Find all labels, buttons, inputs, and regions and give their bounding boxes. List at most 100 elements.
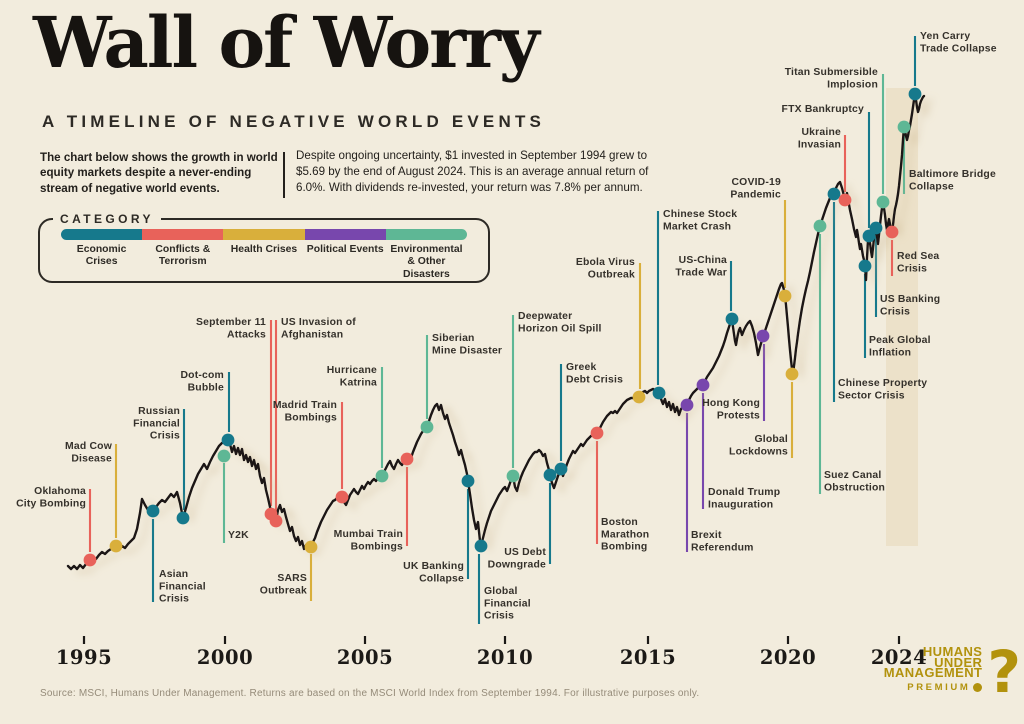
event-label-hong-kong-protests: Hong Kong Protests [702, 398, 760, 421]
legend-label-economic: Economic Crises [76, 244, 127, 268]
event-label-us-banking-crisis: US Banking Crisis [880, 294, 940, 317]
event-dot-us-debt-downgrade [543, 468, 557, 482]
event-dot-chinese-stock-market-crash [652, 386, 666, 400]
event-label-deepwater-horizon-oil-spill: Deepwater Horizon Oil Spill [518, 311, 602, 334]
event-dot-uk-banking-collapse [461, 474, 475, 488]
intro-left-text: The chart below shows the growth in worl… [40, 151, 278, 195]
event-dot-dot-com-bubble [221, 433, 235, 447]
source-note: Source: MSCI, Humans Under Management. R… [40, 688, 700, 699]
event-us-invasion-of-afghanistan: US Invasion of Afghanistan [269, 317, 356, 528]
event-label-russian-financial-crisis: Russian Financial Crisis [133, 406, 180, 442]
event-dot-us-banking-crisis [869, 221, 883, 235]
legend-label-environment: Environmental & Other Disasters [390, 244, 463, 280]
event-dot-baltimore-bridge-collapse [897, 120, 911, 134]
year-label: 2000 [197, 646, 253, 669]
legend-title: CATEGORY [60, 212, 154, 226]
event-label-oklahoma-city-bombing: Oklahoma City Bombing [16, 486, 86, 509]
event-y2k: Y2K [217, 449, 249, 541]
legend-label-health: Health Crises [230, 244, 298, 255]
event-label-chinese-property-sector-crisis: Chinese Property Sector Crisis [838, 378, 927, 401]
event-dot-oklahoma-city-bombing [83, 553, 97, 567]
premium-row: PREMIUM [884, 682, 983, 693]
event-dot-sars-outbreak [304, 540, 318, 554]
event-label-titan-submersible-implosion: Titan Submersible Implosion [785, 67, 878, 90]
x-axis-tick-2005: 2005 [337, 636, 393, 669]
event-dot-brexit-referendum [680, 398, 694, 412]
event-dot-donald-trump-inauguration [696, 378, 710, 392]
x-axis-tick-1995: 1995 [56, 636, 112, 669]
event-label-donald-trump-inauguration: Donald Trump Inauguration [708, 487, 780, 510]
event-dot-suez-canal-obstruction [813, 219, 827, 233]
event-dot-russian-financial-crisis [176, 511, 190, 525]
event-label-chinese-stock-market-crash: Chinese Stock Market Crash [663, 209, 737, 232]
legend-label-conflict: Conflicts & Terrorism [155, 244, 211, 268]
legend-segment-political [304, 229, 386, 240]
event-label-uk-banking-collapse: UK Banking Collapse [403, 561, 464, 584]
index-line [66, 92, 926, 571]
legend-label-political: Political Events [306, 244, 384, 255]
event-oklahoma-city-bombing: Oklahoma City Bombing [16, 486, 97, 567]
event-dot-ebola-virus-outbreak [632, 390, 646, 404]
logo-text: HUMANS UNDER MANAGEMENT PREMIUM [884, 644, 983, 693]
event-label-suez-canal-obstruction: Suez Canal Obstruction [824, 470, 885, 493]
x-axis-tick-2024: 2024 [871, 636, 927, 669]
event-label-madrid-train-bombings: Madrid Train Bombings [273, 400, 337, 423]
logo-line-1: HUMANS [922, 644, 983, 659]
event-hurricane-katrina: Hurricane Katrina [327, 365, 389, 483]
event-dot-siberian-mine-disaster [420, 420, 434, 434]
event-uk-banking-collapse: UK Banking Collapse [403, 474, 475, 584]
event-label-us-debt-downgrade: US Debt Downgrade [488, 547, 547, 570]
event-label-dot-com-bubble: Dot-com Bubble [180, 370, 224, 393]
event-label-greek-debt-crisis: Greek Debt Crisis [566, 362, 623, 385]
event-brexit-referendum: Brexit Referendum [680, 398, 753, 553]
event-label-hurricane-katrina: Hurricane Katrina [327, 365, 377, 388]
event-yen-carry-trade-collapse: Yen Carry Trade Collapse [908, 31, 997, 101]
year-label: 1995 [56, 646, 112, 669]
x-axis-tick-2015: 2015 [620, 636, 676, 669]
event-ebola-virus-outbreak: Ebola Virus Outbreak [576, 257, 646, 404]
year-label: 2020 [760, 646, 816, 669]
event-label-september-11-attacks: September 11 Attacks [196, 317, 266, 340]
event-dot-asian-financial-crisis [146, 504, 160, 518]
event-dot-us-invasion-of-afghanistan [269, 514, 283, 528]
event-dot-global-financial-crisis [474, 539, 488, 553]
event-label-boston-marathon-bombing: Boston Marathon Bombing [601, 517, 649, 553]
event-red-sea-crisis: Red Sea Crisis [885, 225, 939, 274]
event-label-asian-financial-crisis: Asian Financial Crisis [159, 569, 206, 605]
intro-right-text: Despite ongoing uncertainty, $1 invested… [296, 149, 649, 194]
event-dot-com-bubble: Dot-com Bubble [180, 370, 235, 447]
event-label-covid-19-pandemic: COVID-19 Pandemic [730, 177, 781, 200]
event-label-mad-cow-disease: Mad Cow Disease [65, 441, 113, 464]
event-label-red-sea-crisis: Red Sea Crisis [897, 251, 939, 274]
event-dot-covid-19-pandemic [778, 289, 792, 303]
event-global-financial-crisis: Global Financial Crisis [474, 539, 531, 622]
question-mark-icon: ? [987, 638, 1021, 706]
event-us-debt-downgrade: US Debt Downgrade [488, 468, 557, 570]
event-dot-y2k [217, 449, 231, 463]
event-peak-global-inflation: Peak Global Inflation [858, 259, 930, 358]
event-dot-greek-debt-crisis [554, 462, 568, 476]
event-sars-outbreak: SARS Outbreak [260, 540, 318, 596]
event-label-y2k: Y2K [228, 530, 249, 541]
legend-color-bar [61, 229, 467, 240]
event-dot-peak-global-inflation [858, 259, 872, 273]
event-titan-submersible-implosion: Titan Submersible Implosion [785, 67, 890, 209]
event-dot-ukraine-invasian [838, 193, 852, 207]
event-siberian-mine-disaster: Siberian Mine Disaster [420, 333, 502, 434]
event-us-china-trade-war: US-China Trade War [675, 255, 739, 326]
event-russian-financial-crisis: Russian Financial Crisis [133, 406, 190, 525]
logo-line-2: UNDER [934, 654, 983, 670]
premium-dot-icon [973, 682, 983, 692]
year-label: 2005 [337, 646, 393, 669]
event-greek-debt-crisis: Greek Debt Crisis [554, 362, 623, 476]
event-madrid-train-bombings: Madrid Train Bombings [273, 400, 349, 504]
event-suez-canal-obstruction: Suez Canal Obstruction [813, 219, 885, 493]
event-label-us-china-trade-war: US-China Trade War [675, 255, 727, 278]
legend-labels: Economic Crises Conflicts & Terrorism Heal… [61, 244, 467, 281]
premium-label: PREMIUM [907, 681, 971, 693]
event-label-mumbai-train-bombings: Mumbai Train Bombings [334, 529, 403, 552]
event-label-global-financial-crisis: Global Financial Crisis [484, 586, 531, 622]
year-label: 2010 [477, 646, 533, 669]
event-mad-cow-disease: Mad Cow Disease [65, 441, 123, 553]
